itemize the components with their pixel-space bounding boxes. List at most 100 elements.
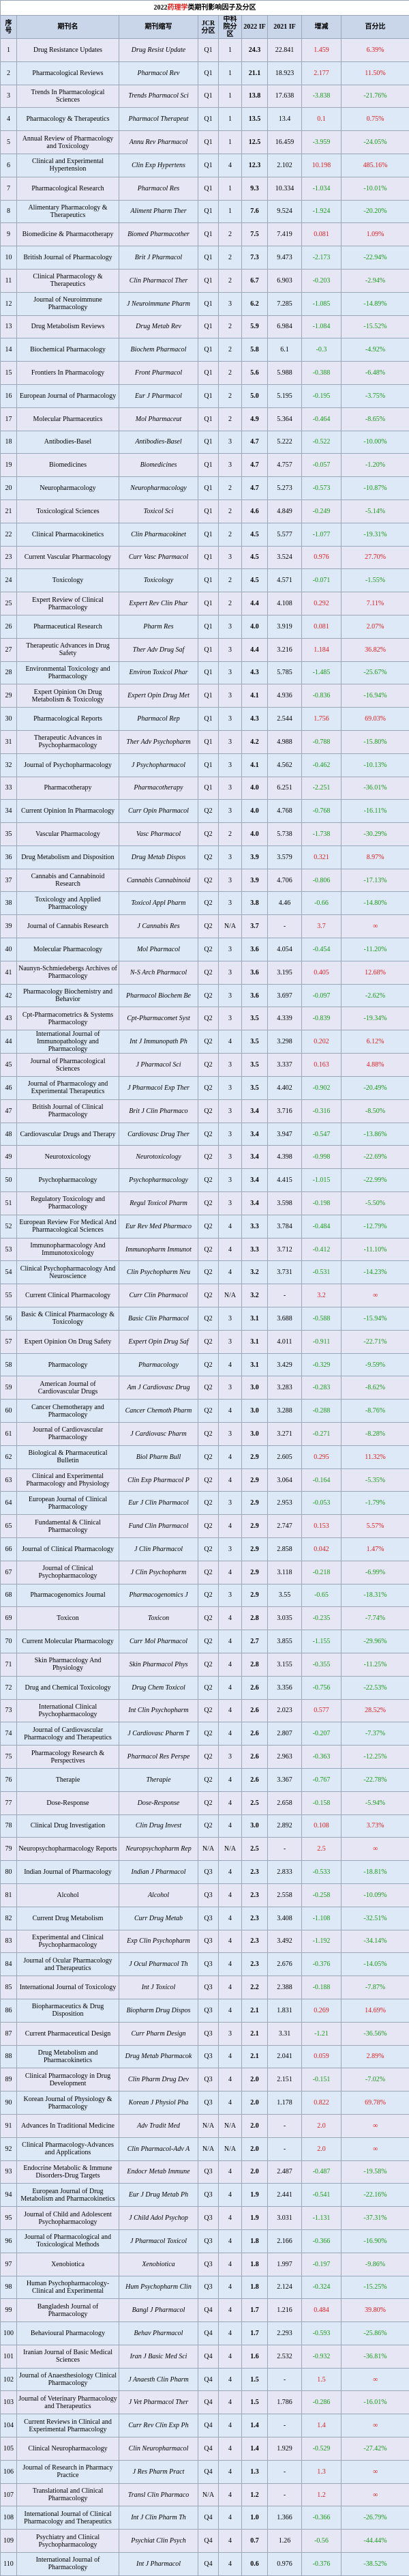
jcr-quartile: Q1 (198, 661, 219, 684)
change-percent: 6.39% (342, 39, 409, 62)
journal-abbr: Clin Pharmacokinet (119, 523, 198, 546)
if-2021: 3.408 (268, 1907, 302, 1930)
jcr-quartile: Q2 (198, 1791, 219, 1814)
cas-zone: 2 (219, 500, 242, 523)
cas-zone: 1 (219, 61, 242, 85)
if-2021: 22.841 (268, 39, 302, 62)
jcr-quartile: Q2 (198, 1330, 219, 1353)
journal-abbr: Int J Toxicol (119, 1976, 198, 1999)
jcr-quartile: Q3 (198, 2068, 219, 2092)
cas-zone: 2 (219, 569, 242, 592)
index: 49 (1, 1146, 17, 1169)
index: 92 (1, 2137, 17, 2160)
jcr-quartile: Q1 (198, 615, 219, 638)
if-2022: 0.7 (242, 2530, 268, 2553)
change: 1.756 (302, 708, 342, 731)
if-2022: 2.9 (242, 1445, 268, 1468)
cas-zone: 4 (219, 1468, 242, 1492)
jcr-quartile: Q2 (198, 938, 219, 961)
change: -0.363 (302, 1746, 342, 1769)
column-header: 百分比 (342, 16, 409, 39)
jcr-quartile: Q4 (198, 2553, 219, 2576)
journal-name: International Journal of Pharmacology (17, 2553, 119, 2576)
jcr-quartile: Q2 (198, 1468, 219, 1492)
cas-zone: 3 (219, 1492, 242, 1515)
change: 0.081 (302, 615, 342, 638)
journal-abbr: Int Clin Psychopharm (119, 1699, 198, 1722)
journal-abbr: Drug Resist Update (119, 39, 198, 62)
change: -0.258 (302, 1883, 342, 1907)
jcr-quartile: Q2 (198, 1007, 219, 1030)
change-percent: 11.32% (342, 1445, 409, 1468)
cas-zone: 4 (219, 1999, 242, 2022)
index: 46 (1, 1077, 17, 1100)
if-2022: 4.5 (242, 546, 268, 569)
journal-name: British Journal of Clinical Pharmacology (17, 1099, 119, 1123)
journal-abbr: Pharmacotherapy (119, 777, 198, 800)
journal-name: Clinical and Experimental Hypertension (17, 154, 119, 177)
change-percent: 5.57% (342, 1515, 409, 1538)
journal-abbr: J Anaesth Clin Pharm (119, 2368, 198, 2391)
change-percent: ∞ (342, 915, 409, 938)
cas-zone: 4 (219, 1699, 242, 1722)
change-percent: -22.16% (342, 2184, 409, 2207)
if-2022: 5.6 (242, 362, 268, 385)
change: -0.65 (302, 1584, 342, 1607)
journal-name: Behavioural Pharmacology (17, 2322, 119, 2345)
jcr-quartile: Q4 (198, 2437, 219, 2461)
index: 8 (1, 200, 17, 223)
journal-abbr: Curr Vasc Pharmacol (119, 546, 198, 569)
if-2021: 3.298 (268, 1030, 302, 1054)
journal-abbr: J Psychopharmacol (119, 753, 198, 777)
journal-name: Toxicon (17, 1607, 119, 1630)
if-2022: 3.9 (242, 869, 268, 892)
if-2022: 2.0 (242, 2137, 268, 2160)
if-2021: 9.524 (268, 200, 302, 223)
if-2022: 3.3 (242, 1238, 268, 1261)
change: -1.131 (302, 2207, 342, 2230)
journal-name: Journal of Psychopharmacology (17, 753, 119, 777)
if-2021: 2.102 (268, 154, 302, 177)
journal-name: Vascular Pharmacology (17, 823, 119, 846)
if-2021: 2.151 (268, 2068, 302, 2092)
cas-zone: 1 (219, 85, 242, 108)
change-percent: ∞ (342, 2483, 409, 2506)
cas-zone: 3 (219, 892, 242, 915)
journal-abbr: Clin Pharmacol Ther (119, 269, 198, 292)
journal-abbr: Alcohol (119, 1883, 198, 1907)
change-percent: -7.37% (342, 1722, 409, 1746)
if-2022: 6.2 (242, 292, 268, 315)
journal-name: Biomedicine & Pharmacotherapy (17, 223, 119, 246)
cas-zone: 4 (219, 2092, 242, 2115)
change: 2.0 (302, 2137, 342, 2160)
if-2021: 2.858 (268, 1538, 302, 1561)
journal-name: Current Clinical Pharmacology (17, 1284, 119, 1307)
journal-abbr: Aliment Pharm Ther (119, 200, 198, 223)
cas-zone: 4 (219, 2460, 242, 2483)
cas-zone: 4 (219, 1768, 242, 1791)
journal-abbr: Behav Pharmacol (119, 2322, 198, 2345)
cas-zone: 4 (219, 1607, 242, 1630)
change: 0.202 (302, 1030, 342, 1054)
cas-zone: 4 (219, 1215, 242, 1238)
journal-abbr: Ther Adv Drug Saf (119, 638, 198, 661)
change: -0.911 (302, 1330, 342, 1353)
journal-name: Pharmacogenomics Journal (17, 1584, 119, 1607)
change: 0.059 (302, 2045, 342, 2068)
change-percent: -30.29% (342, 823, 409, 846)
if-2022: 3.5 (242, 1054, 268, 1077)
if-2022: 4.3 (242, 708, 268, 731)
